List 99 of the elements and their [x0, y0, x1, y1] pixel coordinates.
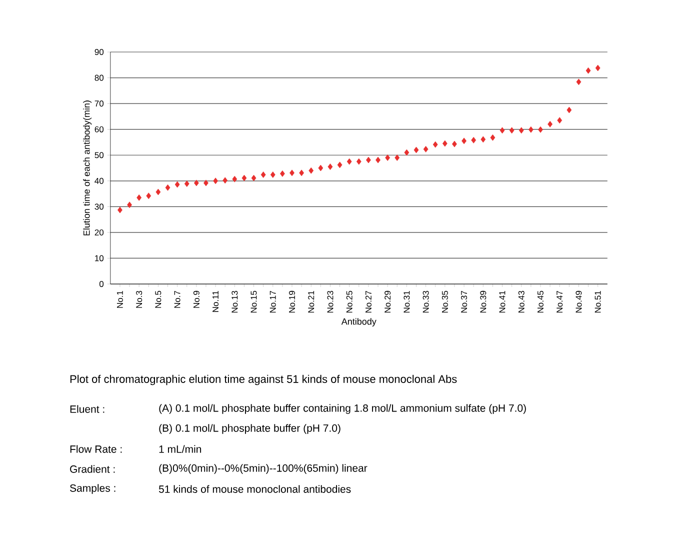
- point: [518, 127, 524, 134]
- point: [500, 127, 505, 134]
- point: [156, 188, 161, 196]
- point: [232, 176, 238, 182]
- point: [566, 106, 572, 114]
- x-tick-label: No.3: [136, 290, 142, 308]
- point: [222, 177, 228, 184]
- x-tick-label: No.49: [576, 290, 582, 313]
- x-tick-label: No.15: [250, 290, 257, 313]
- x-tick-label: No.31: [404, 290, 410, 313]
- x-tick-label: No.23: [327, 290, 334, 313]
- point: [432, 141, 438, 148]
- x-tick-label: No.11: [212, 290, 218, 312]
- point: [490, 134, 496, 141]
- text: 51 kinds of mouse monoclonal antibodies: [158, 485, 351, 493]
- point: [356, 158, 362, 165]
- y-tick-label: 40: [94, 178, 104, 184]
- point: [260, 172, 266, 178]
- x-tick-label: No.5: [155, 290, 162, 308]
- point: [414, 146, 419, 154]
- point: [328, 164, 333, 170]
- x-tick-label: No.45: [538, 290, 544, 313]
- point: [270, 172, 276, 178]
- point: [194, 180, 199, 186]
- x-tick-label: No.37: [461, 290, 468, 313]
- point: [118, 206, 122, 214]
- x-tick-label: No.43: [518, 290, 524, 313]
- point: [136, 194, 142, 201]
- x-tick-label: No.21: [308, 290, 314, 313]
- y-tick-label: 10: [95, 255, 104, 262]
- x-tick-label: No.41: [499, 290, 506, 313]
- x-tick-label: No.51: [594, 290, 601, 313]
- point: [251, 174, 256, 182]
- text: Gradient :: [70, 465, 115, 473]
- x-tick-label: No.47: [556, 290, 563, 313]
- point: [548, 120, 553, 128]
- point: [337, 162, 342, 168]
- point: [442, 140, 448, 147]
- x-tick-label: No.7: [174, 290, 180, 308]
- text: Plot of chromatographic elution time against 51 kinds of mouse monoclonal Abs: [70, 374, 457, 386]
- point: [280, 170, 285, 177]
- point: [423, 146, 428, 152]
- y-tick-label: 70: [94, 100, 104, 107]
- point: [346, 158, 352, 165]
- point: [299, 170, 304, 176]
- point: [471, 136, 476, 144]
- point: [528, 126, 534, 133]
- x-tick-label: No.9: [193, 290, 200, 308]
- point: [204, 180, 208, 186]
- x-tick-label: No.27: [365, 290, 372, 313]
- text: Eluent :: [70, 405, 104, 413]
- point: [509, 127, 514, 134]
- y-tick-label: 50: [94, 152, 104, 158]
- text: 1 mL/min: [159, 445, 202, 453]
- point: [376, 156, 380, 164]
- x-tick-label: No.13: [232, 290, 238, 313]
- point: [242, 174, 247, 182]
- x-tick-label: No.25: [346, 290, 352, 313]
- point: [452, 140, 457, 148]
- point: [174, 181, 180, 188]
- x-tick-label: No.39: [480, 290, 486, 313]
- point: [586, 67, 591, 74]
- point: [318, 164, 324, 172]
- point: [557, 117, 562, 124]
- y-tick-label: 60: [94, 126, 104, 132]
- x-tick-label: No.17: [270, 290, 276, 313]
- y-tick-label: 0: [99, 280, 104, 287]
- point: [385, 154, 390, 161]
- point: [595, 64, 600, 72]
- x-tick-label: No.1: [116, 290, 123, 308]
- x-tick-label: No.29: [384, 290, 391, 313]
- point: [394, 154, 400, 161]
- point: [480, 136, 486, 143]
- text: Samples :: [70, 484, 116, 494]
- point: [366, 156, 371, 164]
- point: [308, 167, 314, 174]
- point: [404, 149, 410, 156]
- y-tick-label: 90: [94, 49, 104, 56]
- point: [146, 192, 152, 200]
- x-axis-title: Antibody: [341, 318, 376, 326]
- y-tick-label: 20: [94, 229, 104, 236]
- text: Flow Rate :: [70, 445, 122, 453]
- point: [184, 180, 190, 187]
- x-tick-label: No.19: [289, 290, 296, 313]
- text: (B)0%(0min)--0%(5min)--100%(65min) linear: [159, 464, 368, 474]
- point: [165, 184, 170, 191]
- x-tick-label: No.35: [442, 290, 448, 313]
- text: (B) 0.1 mol/L phosphate buffer (pH 7.0): [159, 424, 340, 434]
- y-tick-label: 80: [94, 74, 104, 81]
- y-tick-label: 30: [94, 204, 104, 210]
- point: [576, 78, 582, 86]
- x-tick-label: No.33: [422, 290, 429, 313]
- point: [290, 170, 294, 176]
- point: [462, 138, 466, 144]
- point: [213, 178, 218, 184]
- text: (A) 0.1 mol/L phosphate buffer containing 1.8 mol/L ammonium sulfate (pH 7.0): [159, 404, 526, 414]
- point: [127, 202, 132, 208]
- point: [538, 126, 543, 133]
- y-axis-title: Elution time of each antibody(min): [83, 100, 92, 236]
